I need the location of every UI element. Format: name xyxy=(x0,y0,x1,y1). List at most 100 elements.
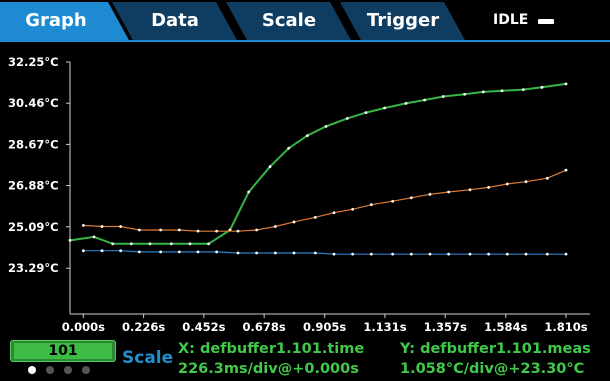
footer: 101 Scale X: defbuffer1.101.time 226.3ms… xyxy=(0,336,610,381)
x-axis-scale: 226.3ms/div@+0.000s xyxy=(178,361,359,377)
buffer-select-button[interactable]: 101 xyxy=(10,340,116,362)
data-point xyxy=(428,252,432,256)
data-point xyxy=(487,186,491,189)
x-tick-label: 1.357s xyxy=(424,320,467,334)
y-axis-title: Y: defbuffer1.101.meas xyxy=(400,341,591,357)
data-point xyxy=(215,229,219,233)
data-point xyxy=(119,225,123,228)
status-indicator[interactable]: IDLE xyxy=(493,12,529,28)
data-point xyxy=(500,89,504,93)
page-dot-1 xyxy=(28,366,36,374)
data-point xyxy=(409,252,413,256)
data-point xyxy=(137,250,141,254)
data-point xyxy=(287,146,291,150)
data-point xyxy=(428,192,432,196)
data-point xyxy=(159,250,163,254)
data-point xyxy=(236,229,240,233)
tab-graph[interactable]: Graph xyxy=(25,10,87,31)
series-line-2 xyxy=(83,169,567,232)
x-tick-label: 0.000s xyxy=(62,320,105,334)
tab-data[interactable]: Data xyxy=(151,10,199,31)
data-point xyxy=(468,188,472,192)
data-point xyxy=(324,125,328,128)
y-tick-label: 25.09°C xyxy=(8,220,59,234)
y-tick-label: 26.88°C xyxy=(8,179,59,193)
graph-area[interactable]: 32.25°C 30.46°C 28.67°C 26.88°C 25.09°C 23.29… xyxy=(0,42,610,338)
data-point xyxy=(207,242,211,246)
data-point xyxy=(196,250,200,254)
data-point xyxy=(505,182,509,186)
data-point xyxy=(313,215,317,219)
data-point xyxy=(159,228,163,232)
data-point xyxy=(273,251,277,255)
data-point xyxy=(169,242,173,246)
data-point xyxy=(100,225,104,228)
y-tick-label: 32.25°C xyxy=(8,55,59,69)
data-point xyxy=(487,252,491,256)
data-point xyxy=(404,102,408,105)
data-point xyxy=(545,252,549,256)
data-point xyxy=(545,176,549,180)
data-point xyxy=(247,190,251,194)
data-point xyxy=(129,242,133,246)
data-point xyxy=(391,252,395,256)
x-tick-label: 0.905s xyxy=(303,320,346,334)
data-point xyxy=(391,199,395,203)
data-point xyxy=(177,250,181,254)
data-point xyxy=(292,251,296,255)
data-point xyxy=(313,251,317,255)
data-point xyxy=(540,85,544,89)
data-point xyxy=(81,223,85,227)
tab-shapes xyxy=(0,2,610,42)
data-point xyxy=(188,242,192,246)
data-point xyxy=(81,249,85,253)
data-point xyxy=(305,134,309,138)
data-point xyxy=(92,235,96,239)
data-point xyxy=(255,228,259,232)
temperature-chart[interactable]: 32.25°C 30.46°C 28.67°C 26.88°C 25.09°C 23.29… xyxy=(0,42,610,338)
y-tick-label: 30.46°C xyxy=(8,96,59,110)
data-point xyxy=(292,220,296,224)
scale-button[interactable]: Scale xyxy=(122,348,174,368)
data-point xyxy=(268,165,272,169)
data-point xyxy=(369,203,373,207)
data-point xyxy=(273,225,277,228)
data-point xyxy=(111,242,115,246)
page-dot-3 xyxy=(64,366,72,374)
remote-bar-icon xyxy=(538,19,554,24)
x-axis-title: X: defbuffer1.101.time xyxy=(178,341,365,357)
tab-trigger-shape[interactable] xyxy=(340,2,466,42)
data-point xyxy=(236,251,240,255)
data-point xyxy=(524,180,528,184)
tab-data-shape[interactable] xyxy=(112,2,238,42)
buffer-label: 101 xyxy=(14,343,112,359)
data-point xyxy=(423,98,427,102)
y-tick-label: 28.67°C xyxy=(8,137,59,151)
page-dot-2 xyxy=(46,366,54,374)
x-tick-label: 1.131s xyxy=(363,320,406,334)
data-point xyxy=(351,252,355,256)
x-tick-label: 0.452s xyxy=(182,320,225,334)
data-point xyxy=(409,196,413,200)
data-point xyxy=(345,116,349,120)
data-point xyxy=(564,82,568,86)
data-point xyxy=(564,168,568,172)
data-point xyxy=(68,238,72,242)
tab-scale-shape[interactable] xyxy=(226,2,352,42)
data-point xyxy=(137,228,141,232)
data-point xyxy=(148,242,152,246)
tab-scale[interactable]: Scale xyxy=(261,10,317,31)
data-point xyxy=(177,228,181,232)
data-point xyxy=(196,229,200,233)
data-point xyxy=(505,252,509,256)
page-dot-4 xyxy=(82,366,90,374)
data-point xyxy=(564,252,568,256)
tab-trigger[interactable]: Trigger xyxy=(366,10,440,31)
data-point xyxy=(215,250,219,254)
data-point xyxy=(447,190,451,194)
x-tick-label: 1.584s xyxy=(484,320,527,334)
y-axis-scale: 1.058°C/div@+23.30°C xyxy=(400,361,585,377)
tab-graph-shape[interactable] xyxy=(0,2,130,42)
data-point xyxy=(521,88,525,92)
data-point xyxy=(119,249,123,253)
